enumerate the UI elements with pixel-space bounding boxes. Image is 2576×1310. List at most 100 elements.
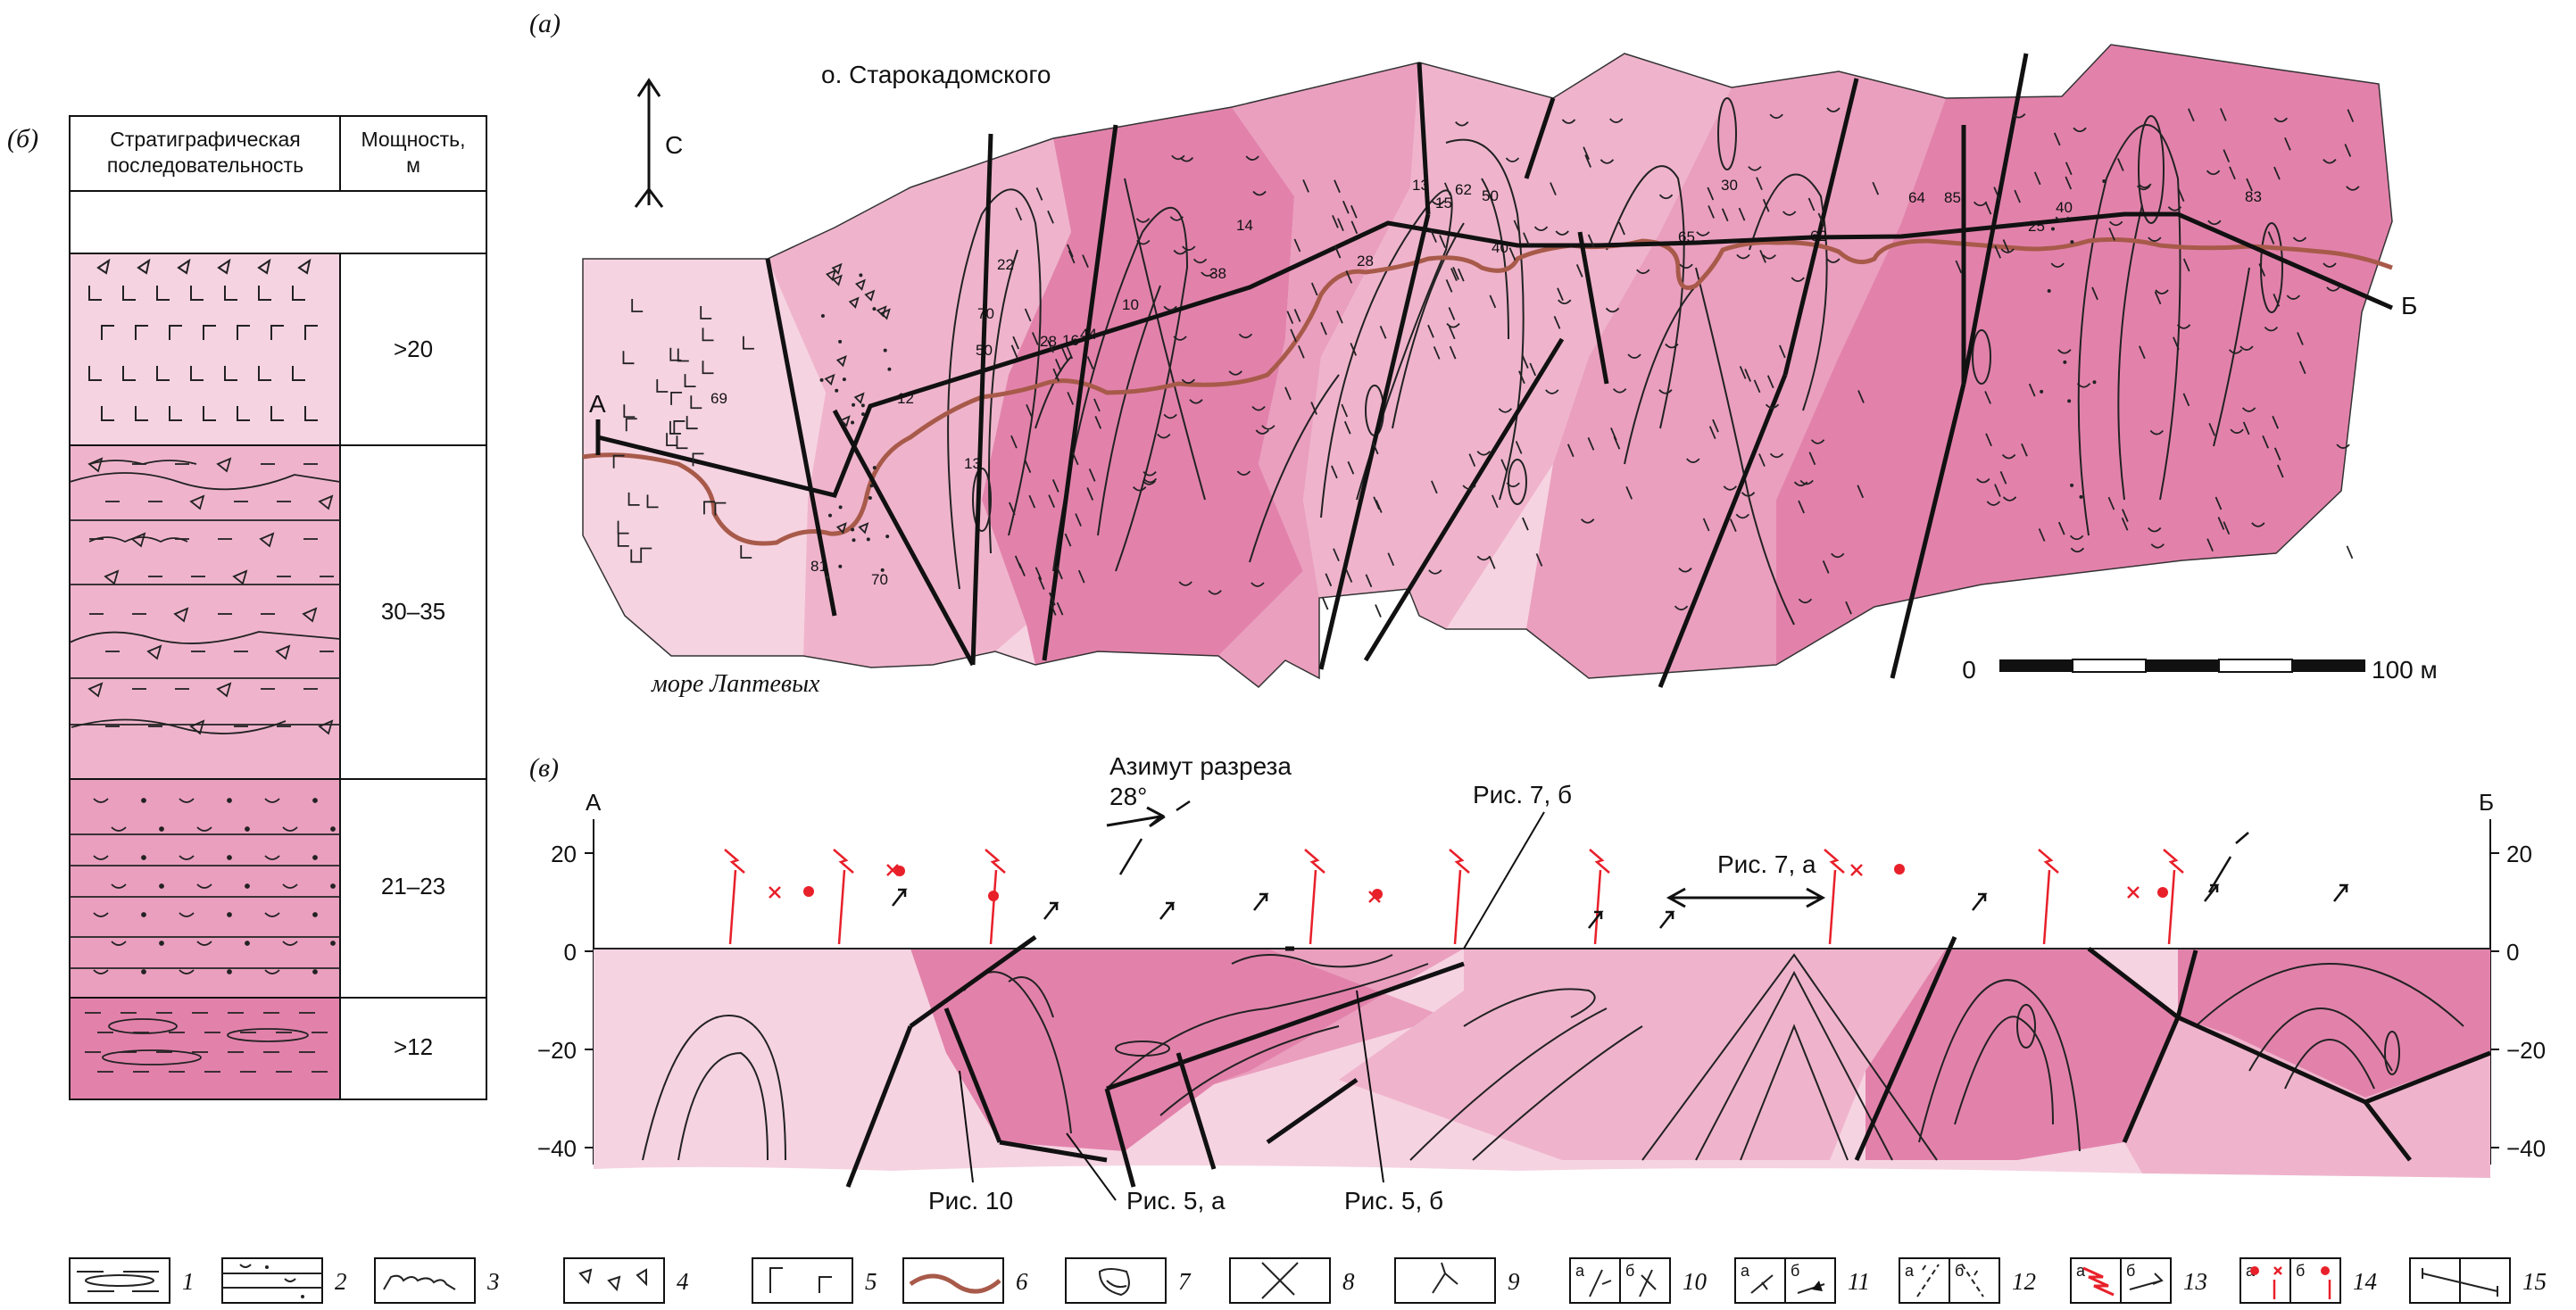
map-label-a: А — [589, 390, 606, 418]
sea-label: море Лаптевых — [651, 670, 820, 698]
legend-item-8: 8 — [1229, 1257, 1355, 1304]
legend-number: 9 — [1508, 1268, 1520, 1295]
y-tick-20-right: 20 — [2506, 841, 2532, 867]
thickness-unit-4: >12 — [394, 1033, 433, 1060]
y-tick-20-left: 20 — [551, 841, 577, 867]
dip-value: 16 — [1062, 332, 1079, 349]
svg-text:б: б — [1791, 1262, 1799, 1280]
azimuth-title: Азимут разреза — [1109, 752, 1292, 780]
y-tick-0-right: 0 — [2506, 939, 2519, 966]
stratigraphic-column: (б) Стратиграфическая последовательность… — [7, 115, 487, 1100]
legend-number: 10 — [1683, 1268, 1708, 1295]
map-unit-tuff-1 — [768, 138, 1071, 667]
legend-item-7: 7 — [1065, 1257, 1192, 1304]
legend-number: 8 — [1342, 1268, 1355, 1295]
legend-item-5: 5 — [752, 1257, 877, 1304]
dip-value: 40 — [2056, 199, 2073, 216]
svg-text:а: а — [1741, 1262, 1750, 1280]
cross-section: (в) А Б 20 0 −20 −40 20 0 −20 −40 — [529, 752, 2546, 1215]
svg-text:б: б — [2296, 1262, 2305, 1280]
legend-item-15: 15 — [2409, 1257, 2547, 1304]
map-contour-line — [582, 236, 2393, 546]
legend-item-12: 12 а б — [1899, 1257, 2036, 1304]
svg-text:а: а — [1575, 1262, 1585, 1280]
legend: 12345678910аб11аб12аб13аб14аб15 — [69, 1257, 2547, 1304]
section-unit-mudstone-3 — [2178, 949, 2490, 1098]
ref-7a-arrow — [1666, 887, 1826, 908]
legend-number: 4 — [677, 1268, 689, 1295]
dip-value: 50 — [976, 342, 993, 359]
map-fold-contours — [947, 97, 2283, 626]
map-faults — [765, 53, 2029, 688]
y-tick-m40-left: −40 — [537, 1135, 577, 1162]
ref-fig-5a: Рис. 5, а — [1126, 1187, 1226, 1215]
dip-value: 69 — [710, 390, 727, 407]
dip-value: 14 — [1236, 217, 1253, 234]
dip-value: 81 — [810, 558, 827, 575]
legend-item-13: 13 а б — [2070, 1257, 2207, 1304]
legend-item-11: 11 а б — [1734, 1257, 1870, 1304]
legend-number: 2 — [335, 1268, 347, 1295]
black-measurement-symbols — [892, 800, 2349, 929]
column-unit-mudstone — [69, 997, 341, 1100]
north-arrow-icon — [634, 78, 664, 208]
dip-value: 28 — [1357, 253, 1374, 269]
dip-value: 65 — [1678, 228, 1695, 245]
dip-value: 25 — [2028, 218, 2045, 235]
ref-fig-5b: Рис. 5, б — [1344, 1187, 1443, 1215]
header-thickness-1: Мощность, — [361, 128, 465, 151]
legend-item-3: 3 — [374, 1257, 500, 1304]
panel-label-a: (а) — [529, 9, 561, 38]
y-tick-m20-right: −20 — [2506, 1037, 2546, 1064]
svg-text:б: б — [1955, 1262, 1964, 1280]
dip-value: 38 — [1209, 265, 1226, 282]
scale-zero: 0 — [1962, 656, 1976, 684]
legend-number: 5 — [865, 1268, 877, 1295]
dip-value: 44 — [1080, 326, 1097, 343]
dip-value: 28 — [1040, 333, 1057, 350]
scale-bar: 0 100 м — [1962, 656, 2438, 684]
dip-value: 62 — [1810, 228, 1827, 245]
svg-text:б: б — [1625, 1262, 1634, 1280]
section-unit-tuff — [1339, 949, 1946, 1160]
legend-item-1: 1 — [69, 1257, 195, 1304]
scale-end: 100 м — [2372, 656, 2438, 684]
dip-value: 70 — [871, 571, 888, 588]
legend-number: 11 — [1848, 1268, 1870, 1295]
panel-label-b: (б) — [7, 124, 38, 153]
legend-number: 7 — [1178, 1268, 1192, 1295]
legend-number: 6 — [1016, 1268, 1028, 1295]
svg-text:а: а — [1905, 1262, 1915, 1280]
column-header — [69, 115, 487, 192]
legend-item-9: 9 — [1394, 1257, 1520, 1304]
thickness-unit-3: 21–23 — [381, 873, 445, 900]
map-unit-siltstone-2 — [1526, 71, 1946, 678]
dip-value: 85 — [1944, 189, 1961, 206]
ref-fig-7b: Рис. 7, б — [1473, 781, 1572, 808]
dip-value: 15 — [1435, 195, 1452, 211]
ref-fig-10: Рис. 10 — [928, 1187, 1013, 1215]
map-label-b: Б — [2401, 292, 2417, 319]
legend-item-4: 4 — [563, 1257, 689, 1304]
dip-value: 30 — [1721, 177, 1738, 194]
north-label: С — [665, 131, 683, 159]
red-measurement-symbols — [724, 849, 2184, 945]
dip-value: 62 — [1455, 181, 1472, 198]
legend-item-14: 14аб — [2239, 1257, 2377, 1304]
y-tick-0-left: 0 — [564, 939, 577, 966]
section-label-b: Б — [2479, 789, 2494, 816]
section-line-ab — [597, 211, 2394, 498]
thickness-unit-2: 30–35 — [381, 598, 445, 625]
island-label: о. Старокадомского — [821, 61, 1051, 88]
section-fold-traces — [642, 953, 2464, 1161]
panel-label-v: (в) — [529, 753, 559, 783]
column-unit-basalt — [69, 253, 341, 446]
dip-value: 22 — [997, 256, 1014, 273]
dip-value: 83 — [2245, 188, 2262, 205]
column-unit-tuff-breccia — [69, 444, 341, 780]
legend-number: 3 — [486, 1268, 500, 1295]
dip-value: 64 — [1908, 189, 1925, 206]
header-thickness-2: м — [406, 153, 420, 177]
